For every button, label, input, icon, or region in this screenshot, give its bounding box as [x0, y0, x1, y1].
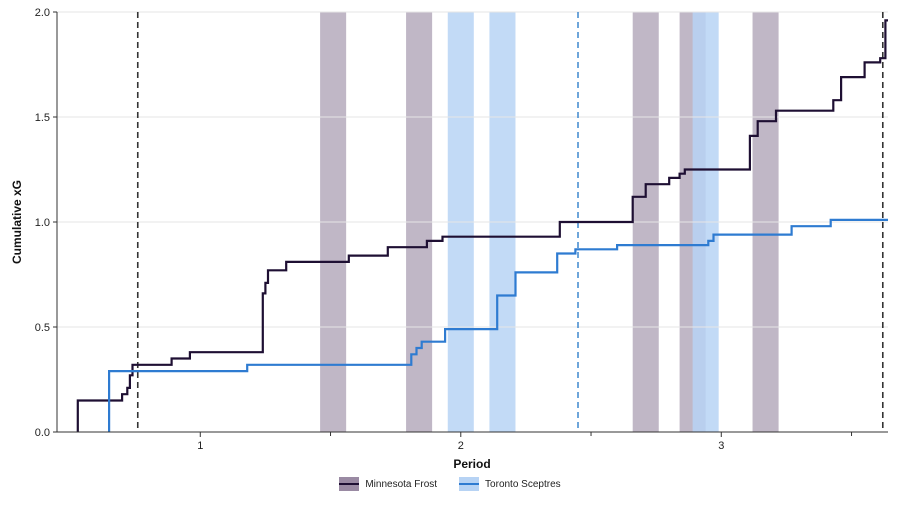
series-line-minnesota-frost: [76, 19, 888, 432]
legend-item-minnesota: Minnesota Frost: [339, 477, 437, 491]
legend-swatch-minnesota: [339, 477, 360, 491]
axes: 0.0 0.5 1.0 1.5 2.0 1 2 3: [35, 7, 888, 452]
y-tick-label-3: 1.5: [35, 112, 50, 124]
series-line-toronto-sceptres: [108, 218, 888, 432]
x-axis-title: Period: [453, 457, 490, 471]
legend-label-toronto: Toronto Sceptres: [485, 478, 561, 490]
series-lines: [76, 19, 888, 432]
y-tick-label-1: 0.5: [35, 322, 50, 334]
y-tick-label-4: 2.0: [35, 7, 50, 19]
gridlines: [57, 11, 888, 328]
y-tick-label-0: 0.0: [35, 427, 50, 439]
legend: Minnesota Frost Toronto Sceptres: [0, 477, 900, 491]
y-axis-title: Cumulative xG: [10, 180, 24, 264]
x-tick-label-1: 2: [458, 440, 464, 452]
legend-item-toronto: Toronto Sceptres: [459, 477, 561, 491]
x-tick-label-2: 3: [718, 440, 724, 452]
x-tick-label-0: 1: [197, 440, 203, 452]
legend-label-minnesota: Minnesota Frost: [365, 478, 438, 490]
y-tick-label-2: 1.0: [35, 217, 50, 229]
legend-swatch-toronto: [459, 477, 480, 491]
